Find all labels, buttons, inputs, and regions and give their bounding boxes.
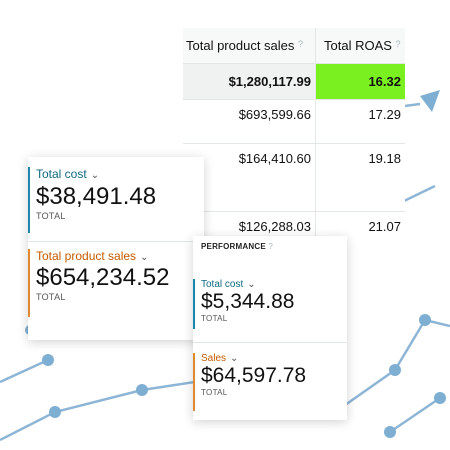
sales-cell: $693,599.66	[183, 100, 316, 143]
metric-label: Total cost	[36, 167, 87, 181]
metric-selector[interactable]: Sales ⌄	[201, 353, 306, 364]
table-row[interactable]: $126,288.03 21.07	[183, 212, 405, 238]
metric-total-cost: Total cost ⌄ $5,344.88 TOTAL	[193, 279, 294, 329]
help-icon[interactable]: ?	[268, 242, 273, 251]
metrics-card: Total cost ⌄ $38,491.48 TOTAL Total produ…	[28, 157, 204, 340]
help-icon[interactable]: ?	[298, 39, 304, 49]
metric-total-cost: Total cost ⌄ $38,491.48 TOTAL	[28, 167, 156, 233]
metric-sublabel: TOTAL	[201, 388, 228, 397]
metric-total-product-sales: Total product sales ⌄ $654,234.52 TOTAL	[28, 249, 169, 317]
roas-cell: 17.29	[368, 107, 401, 122]
metric-value: $654,234.52	[36, 264, 170, 291]
performance-heading: PERFORMANCE ?	[201, 242, 273, 251]
column-header-total-roas[interactable]: Total ROAS ?	[316, 28, 405, 63]
metrics-table: Total product sales ? Total ROAS ? $1,28…	[183, 28, 405, 238]
metric-selector[interactable]: Total cost ⌄	[201, 279, 294, 290]
help-icon[interactable]: ?	[395, 39, 401, 49]
metric-label: Total cost	[201, 279, 244, 290]
chevron-down-icon[interactable]: ⌄	[247, 279, 256, 290]
divider	[28, 241, 204, 242]
sales-cell: $164,410.60	[183, 144, 316, 211]
metric-label: Total product sales	[36, 249, 137, 263]
metric-selector[interactable]: Total cost ⌄	[36, 167, 156, 181]
metric-value: $64,597.78	[201, 364, 307, 387]
metric-accent-bar	[193, 353, 195, 411]
divider	[193, 342, 347, 343]
roas-cell: 19.18	[368, 151, 401, 166]
metric-selector[interactable]: Total product sales ⌄	[36, 249, 169, 263]
metric-accent-bar	[28, 167, 30, 233]
metric-label: Sales	[201, 353, 227, 364]
chevron-down-icon[interactable]: ⌄	[90, 170, 100, 181]
metric-accent-bar	[28, 249, 30, 317]
metric-value: $5,344.88	[201, 290, 295, 313]
chevron-down-icon[interactable]: ⌄	[230, 353, 239, 364]
column-header-total-product-sales[interactable]: Total product sales ?	[183, 28, 316, 63]
chevron-down-icon[interactable]: ⌄	[140, 252, 149, 263]
metric-sublabel: TOTAL	[36, 211, 66, 221]
metric-value: $38,491.48	[36, 183, 157, 210]
column-header-label: Total product sales	[186, 38, 295, 53]
roas-cell: 21.07	[368, 219, 401, 234]
metric-sales: Sales ⌄ $64,597.78 TOTAL	[193, 353, 306, 411]
metric-sublabel: TOTAL	[36, 292, 66, 302]
performance-title: PERFORMANCE	[201, 242, 266, 251]
total-sales-cell: $1,280,117.99	[183, 64, 316, 99]
arrow-up-right-icon	[420, 90, 440, 112]
column-header-label: Total ROAS	[324, 38, 392, 53]
sales-cell: $126,288.03	[183, 212, 316, 238]
table-header-row: Total product sales ? Total ROAS ?	[183, 28, 405, 64]
table-row[interactable]: $693,599.66 17.29	[183, 100, 405, 144]
performance-card: PERFORMANCE ? Total cost ⌄ $5,344.88 TOTA…	[193, 236, 347, 420]
table-row[interactable]: $164,410.60 19.18	[183, 144, 405, 212]
metric-accent-bar	[193, 279, 195, 329]
metric-sublabel: TOTAL	[201, 314, 228, 323]
total-roas-cell: 16.32	[316, 64, 405, 99]
table-total-row: $1,280,117.99 16.32	[183, 64, 405, 100]
